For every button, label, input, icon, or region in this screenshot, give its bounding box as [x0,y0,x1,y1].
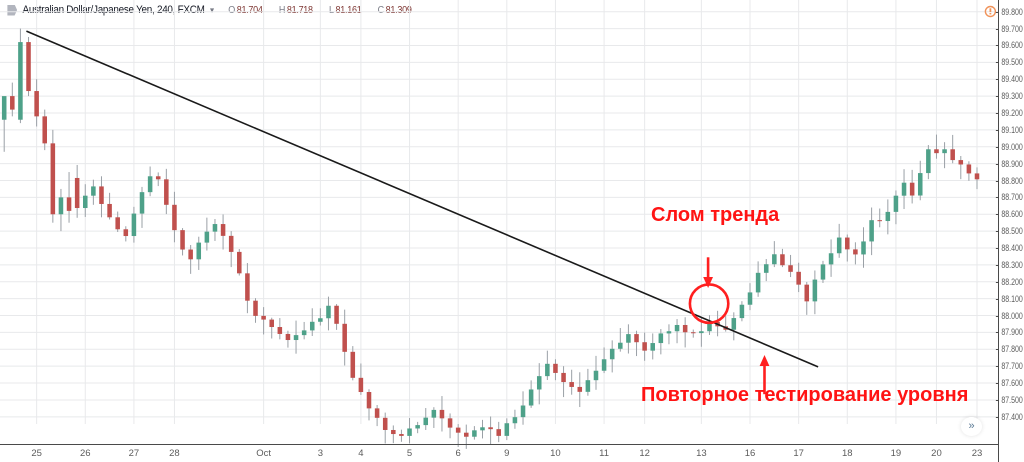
svg-text:Слом тренда: Слом тренда [651,204,780,226]
svg-text:Повторное тестирование уровня: Повторное тестирование уровня [641,384,968,406]
